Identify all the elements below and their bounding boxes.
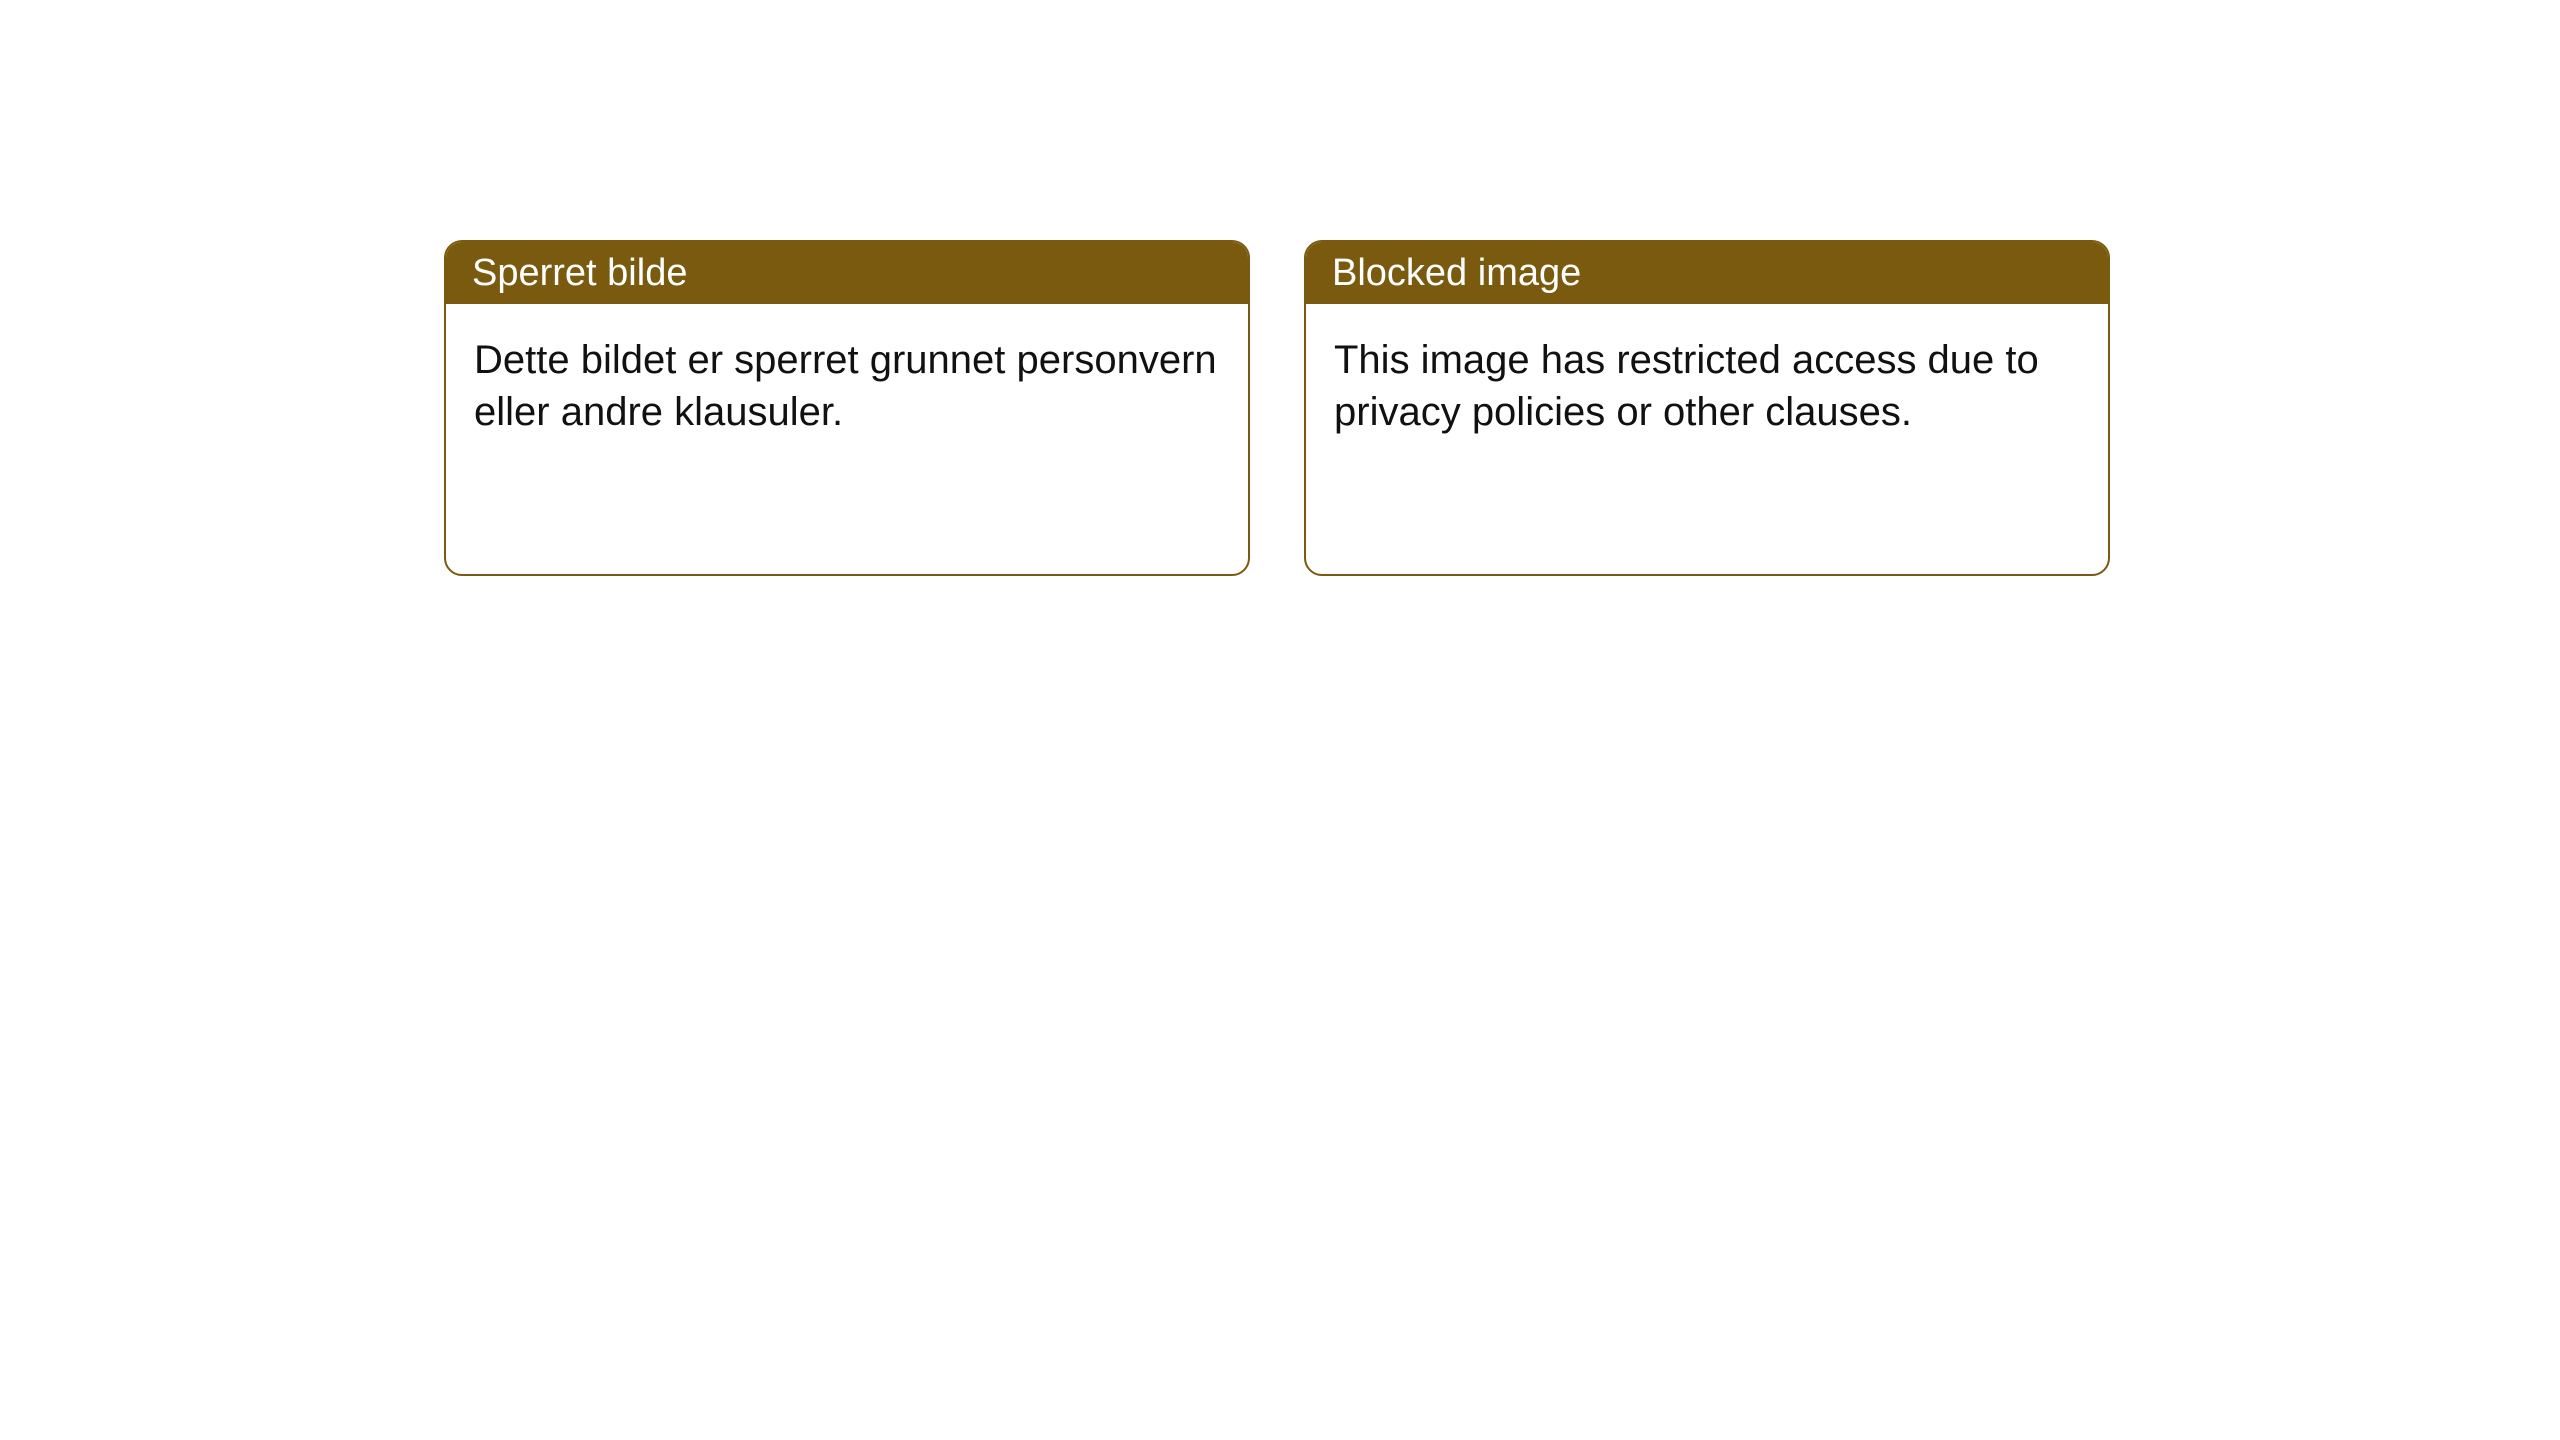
notice-card-body-no: Dette bildet er sperret grunnet personve…: [446, 304, 1248, 574]
notice-card-header-en: Blocked image: [1306, 242, 2108, 304]
notice-card-header-no: Sperret bilde: [446, 242, 1248, 304]
page-canvas: Sperret bilde Dette bildet er sperret gr…: [0, 0, 2560, 1440]
notice-card-norwegian: Sperret bilde Dette bildet er sperret gr…: [444, 240, 1250, 576]
notice-card-body-en: This image has restricted access due to …: [1306, 304, 2108, 574]
notice-card-english: Blocked image This image has restricted …: [1304, 240, 2110, 576]
notice-cards-row: Sperret bilde Dette bildet er sperret gr…: [444, 240, 2110, 576]
